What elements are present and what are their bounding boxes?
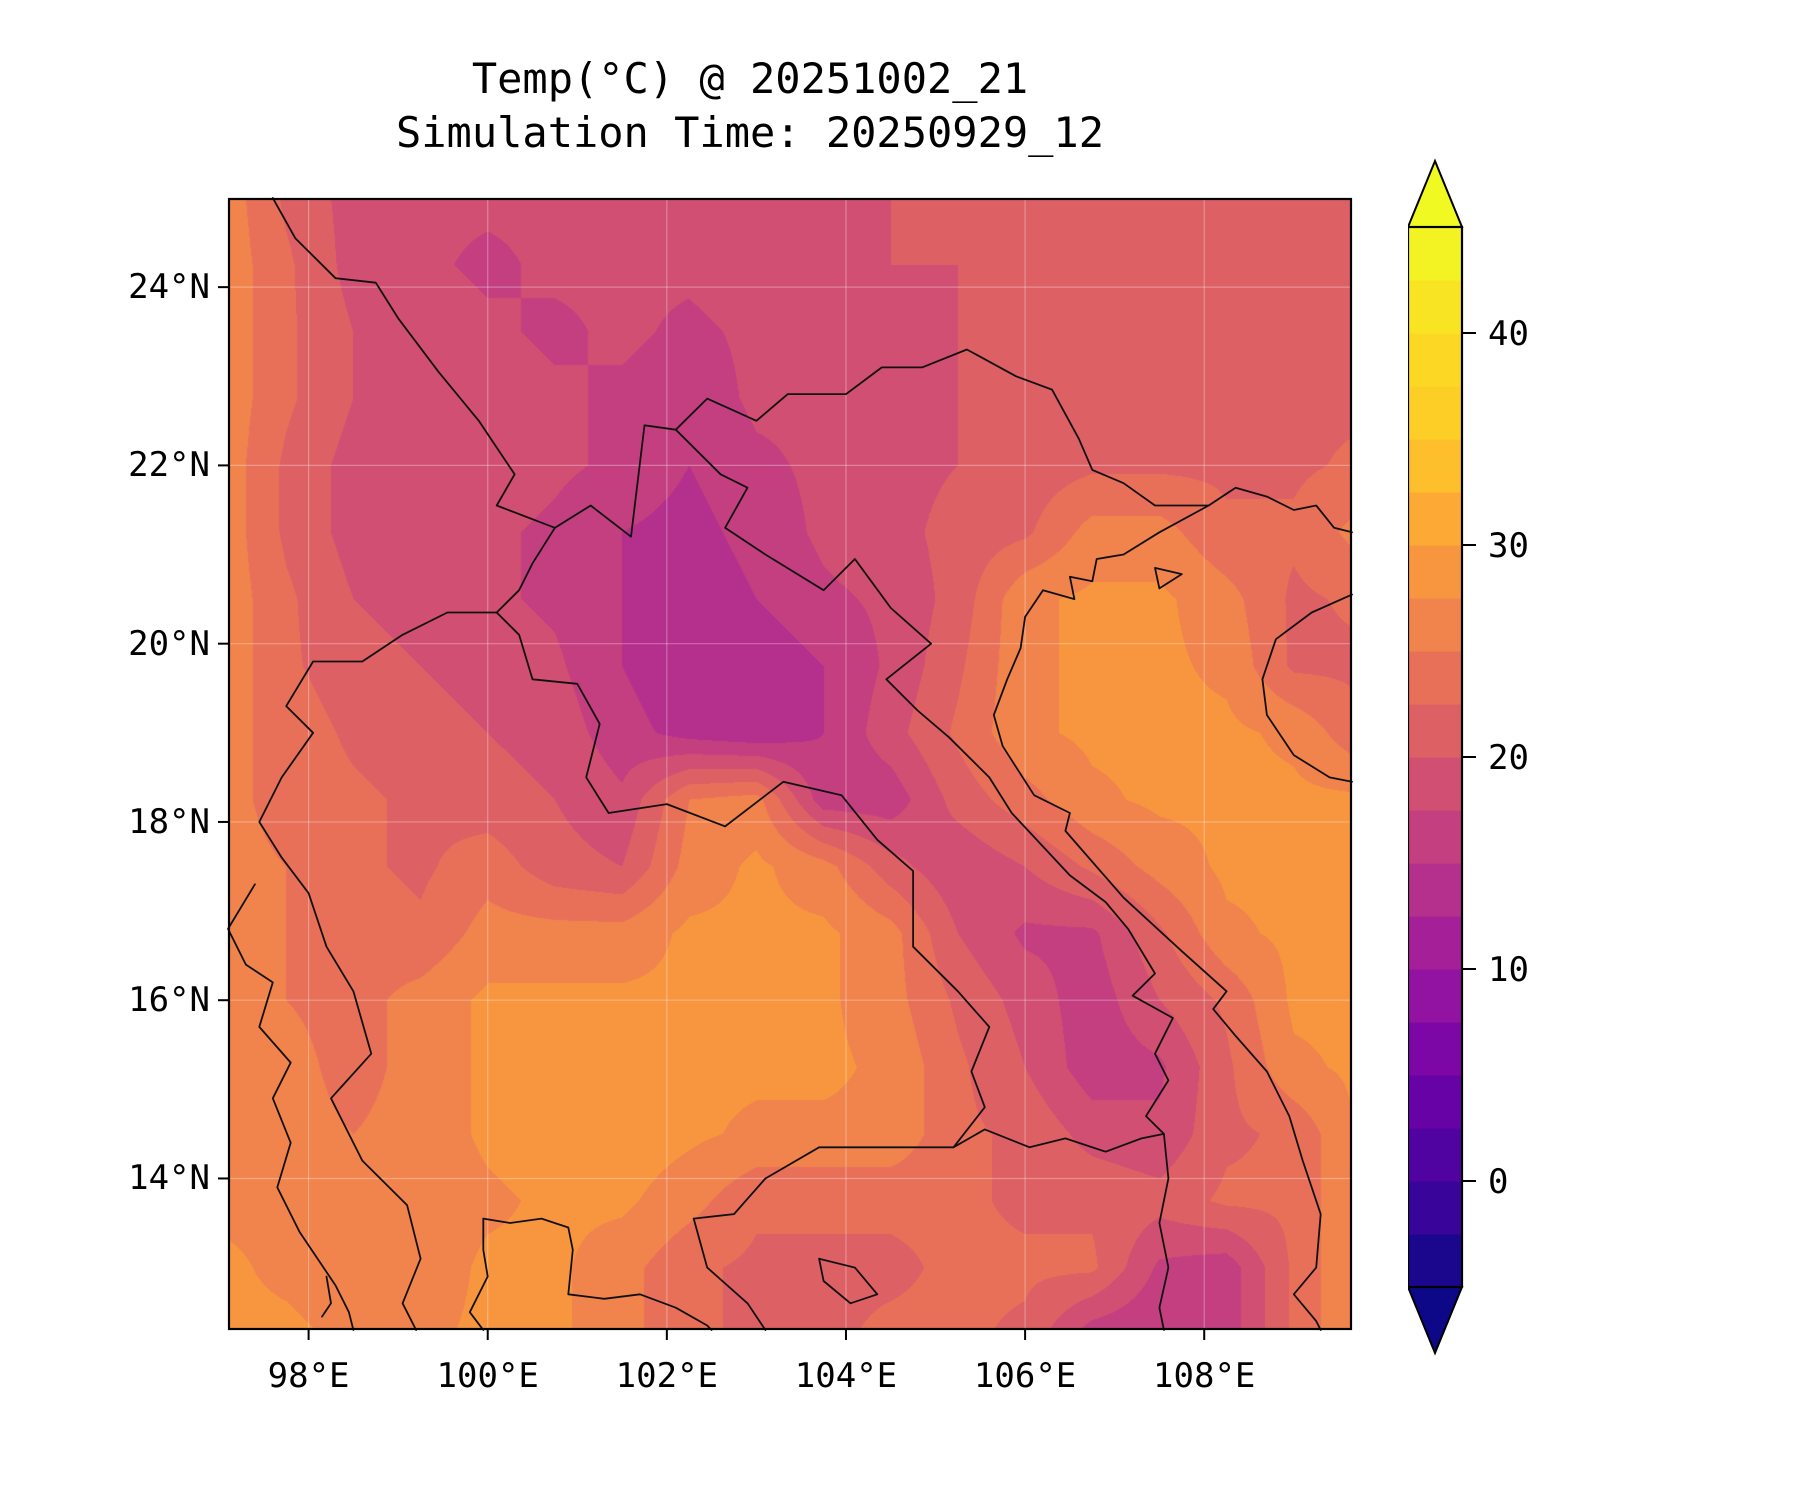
y-tick-label: 20°N <box>128 623 210 664</box>
y-tick-label: 14°N <box>128 1158 210 1199</box>
colorbar: 0 10 20 30 40 <box>1408 158 1529 1356</box>
gulf-coast-west-path <box>468 1217 489 1331</box>
x-tick-label: 98°E <box>267 1356 350 1396</box>
x-tick-label: 104°E <box>794 1356 898 1396</box>
myanmar-thailand-border-path <box>258 611 498 1331</box>
colorbar-band <box>1408 227 1462 281</box>
y-tick-label: 16°N <box>128 980 210 1021</box>
colorbar-band <box>1408 810 1462 864</box>
colorbar-band <box>1408 598 1462 652</box>
tonle-sap-lake-path <box>818 1257 879 1305</box>
y-tick-label: 18°N <box>128 801 210 842</box>
myanmar-coastline-path <box>227 883 355 1331</box>
cambodia-north-border-path <box>692 1128 1170 1331</box>
tonkin-island-path <box>1154 567 1183 590</box>
colorbar-tick-label: 40 <box>1488 314 1529 354</box>
cambodia-west-border-path <box>692 1217 767 1331</box>
gulf-coast-east-path <box>482 1217 713 1331</box>
colorbar-band <box>1408 333 1462 387</box>
colorbar-band <box>1408 863 1462 917</box>
hainan-coastline-path <box>1261 593 1353 783</box>
colorbar-band <box>1408 916 1462 970</box>
map-area <box>218 197 1353 1340</box>
laos-vietnam-border-path <box>674 428 1174 1135</box>
colorbar-tick-label: 30 <box>1488 526 1529 566</box>
colorbar-band <box>1408 704 1462 758</box>
colorbar-band <box>1408 386 1462 440</box>
colorbar-band <box>1408 651 1462 705</box>
myanmar-laos-border-path <box>495 526 556 614</box>
chart-subtitle: Simulation Time: 20250929_12 <box>395 108 1104 157</box>
colorbar-tick-label: 10 <box>1488 950 1529 990</box>
x-tick-label: 106°E <box>973 1356 1077 1396</box>
x-tick-label: 108°E <box>1153 1356 1256 1396</box>
x-tick-label: 102°E <box>615 1356 719 1396</box>
china-coastline-path <box>1207 486 1353 534</box>
colorbar-band <box>1408 1075 1462 1129</box>
colorbar-band <box>1408 1181 1462 1235</box>
title-block: Temp(°C) @ 20251002_21 Simulation Time: … <box>170 52 1330 160</box>
colorbar-band <box>1408 1234 1462 1288</box>
colorbar-band <box>1408 1128 1462 1182</box>
x-tick-label: 100°E <box>436 1356 539 1396</box>
y-tick-label: 22°N <box>128 445 210 486</box>
chart-title: Temp(°C) @ 20251002_21 <box>471 54 1029 103</box>
colorbar-band <box>1408 492 1462 546</box>
colorbar-band <box>1408 969 1462 1023</box>
colorbar-band <box>1408 439 1462 493</box>
thailand-laos-border-path <box>495 611 991 1149</box>
axes-frame <box>227 197 1353 1331</box>
china-border-path <box>271 197 1210 538</box>
colorbar-tick-label: 20 <box>1488 738 1529 778</box>
colorbar-band <box>1408 545 1462 599</box>
colorbar-band <box>1408 757 1462 811</box>
colorbar-band <box>1408 1022 1462 1076</box>
colorbar-extend-max <box>1408 158 1464 228</box>
map-overlay <box>218 197 1353 1340</box>
vietnam-coastline-path <box>992 504 1322 1331</box>
colorbar-extend-min <box>1408 1286 1464 1356</box>
y-tick-label: 24°N <box>128 267 210 308</box>
colorbar-tick-label: 0 <box>1488 1162 1508 1202</box>
myanmar-island-path <box>321 1275 332 1318</box>
colorbar-band <box>1408 280 1462 334</box>
